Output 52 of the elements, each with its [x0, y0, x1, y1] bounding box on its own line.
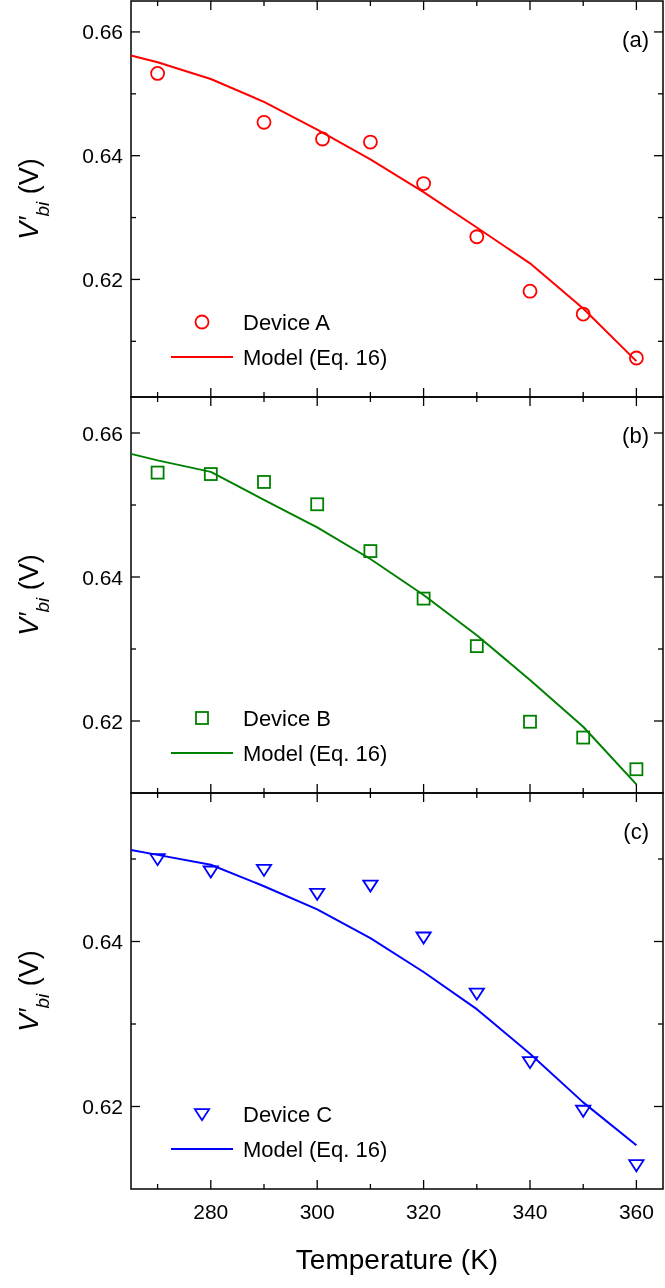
point	[468, 987, 485, 1001]
x-tick-label: 300	[299, 1200, 335, 1223]
point	[469, 229, 485, 245]
point	[309, 887, 326, 901]
point	[203, 467, 218, 481]
point	[150, 65, 165, 81]
legend-label: Device A	[243, 310, 331, 335]
legend-label: Device B	[243, 706, 332, 731]
legend-label: Model (Eq. 16)	[243, 345, 388, 370]
legend-label: Model (Eq. 16)	[243, 741, 388, 766]
point	[315, 131, 330, 147]
annotation: (b)	[622, 423, 649, 448]
annotation: (c)	[623, 819, 649, 844]
y-tick-label: 0.62	[82, 709, 123, 733]
point	[523, 714, 537, 729]
legend-label: Device C	[243, 1102, 333, 1127]
point	[310, 497, 325, 512]
y-tick-label: 0.64	[82, 565, 124, 589]
annotation: (a)	[622, 27, 649, 52]
point	[256, 114, 272, 130]
point	[363, 134, 378, 150]
point	[628, 1159, 645, 1173]
point	[416, 176, 431, 191]
legend-label: Model (Eq. 16)	[243, 1137, 388, 1162]
point	[362, 879, 379, 893]
point	[255, 863, 273, 877]
x-tick-label: 360	[618, 1200, 654, 1223]
point	[257, 475, 271, 489]
y-tick-label: 0.62	[82, 267, 123, 291]
point	[202, 865, 219, 879]
x-axis-title: Temperature (K)	[295, 1244, 499, 1275]
y-tick-label: 0.64	[82, 930, 124, 953]
y-tick-label: 0.66	[82, 20, 123, 44]
point	[575, 306, 591, 322]
point	[576, 730, 591, 745]
point	[629, 350, 644, 366]
y-tick-label: 0.62	[82, 1095, 123, 1118]
x-tick-label: 320	[406, 1200, 442, 1223]
point	[469, 639, 484, 654]
y-tick-label: 0.66	[82, 421, 123, 445]
y-tick-label: 0.64	[82, 144, 124, 168]
x-tick-label: 340	[512, 1200, 548, 1223]
x-tick-label: 280	[193, 1200, 229, 1223]
point	[363, 544, 378, 558]
point	[416, 591, 431, 606]
point	[150, 465, 165, 480]
point	[575, 1104, 592, 1118]
point	[522, 283, 538, 299]
point	[149, 853, 166, 867]
point	[415, 931, 432, 945]
point	[521, 1056, 539, 1070]
point	[629, 762, 644, 777]
